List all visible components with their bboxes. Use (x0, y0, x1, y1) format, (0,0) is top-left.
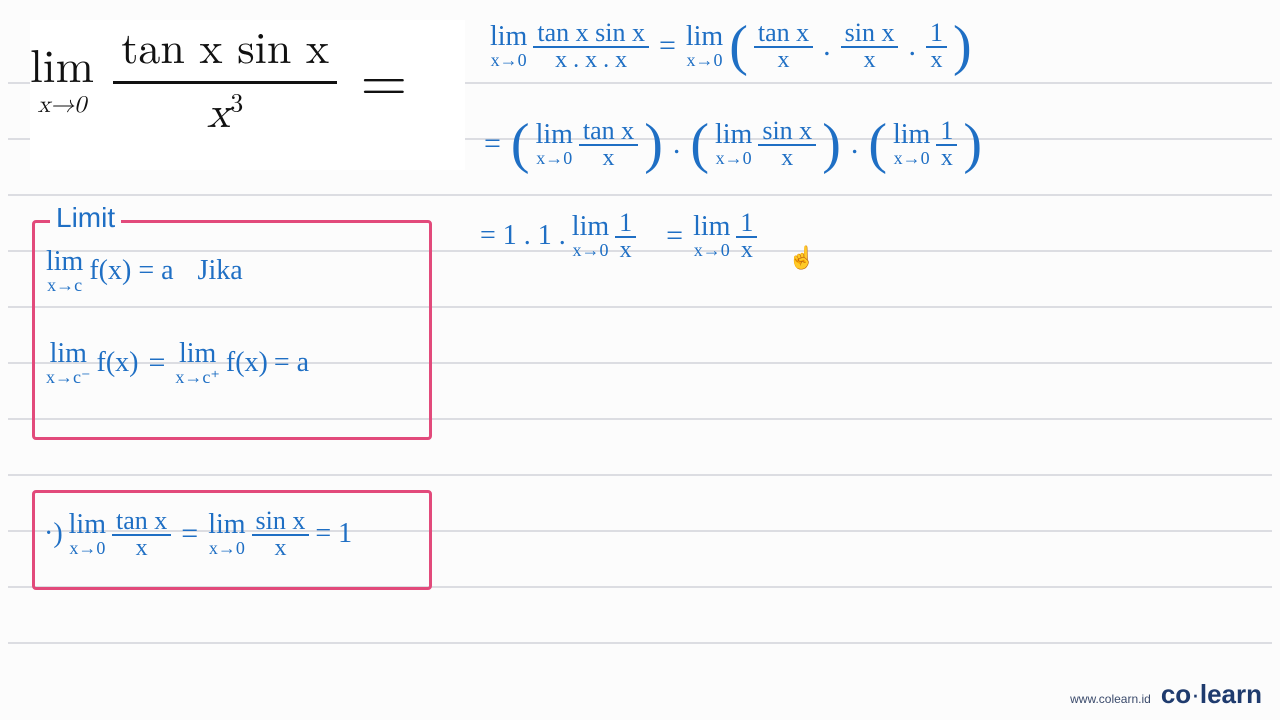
problem-numerator: tan x sin x (113, 20, 337, 84)
cursor-icon: ☝ (788, 245, 815, 271)
footer-brand: co·learn (1161, 679, 1262, 710)
paper-background: lim x→0 tan x sin x x3 = Limit lim x→c f… (0, 0, 1280, 720)
identity-content: ·) lim x→0 tan x x = lim x→0 sin x x = 1 (44, 508, 352, 560)
footer-url: www.colearn.id (1070, 692, 1151, 706)
printed-problem: lim x→0 tan x sin x x3 = (30, 20, 465, 170)
lim-word: lim (30, 45, 94, 91)
limit-def-line-2: lim x→c⁻ f(x) = lim x→c⁺ f(x) = a (46, 340, 309, 386)
problem-fraction: tan x sin x x3 (113, 20, 337, 145)
work-step-3: = 1 . 1 . lim x→0 1 x = lim x→0 1 x (480, 210, 757, 262)
lim-sub: x→0 (30, 91, 94, 120)
footer: www.colearn.id co·learn (1070, 679, 1262, 710)
work-step-1: lim x→0 tan x sin x x . x . x = lim x→0 … (490, 20, 972, 72)
equals-sign: = (360, 53, 407, 113)
limit-def-line-1: lim x→c f(x) = a Jika (46, 248, 243, 294)
work-step-2: = ( lim x→0 tan x x ) . ( lim x→0 sin x … (480, 118, 982, 170)
limit-box-title: Limit (50, 202, 121, 234)
problem-denominator: x3 (113, 84, 337, 145)
lim-operator: lim x→0 (30, 45, 94, 120)
